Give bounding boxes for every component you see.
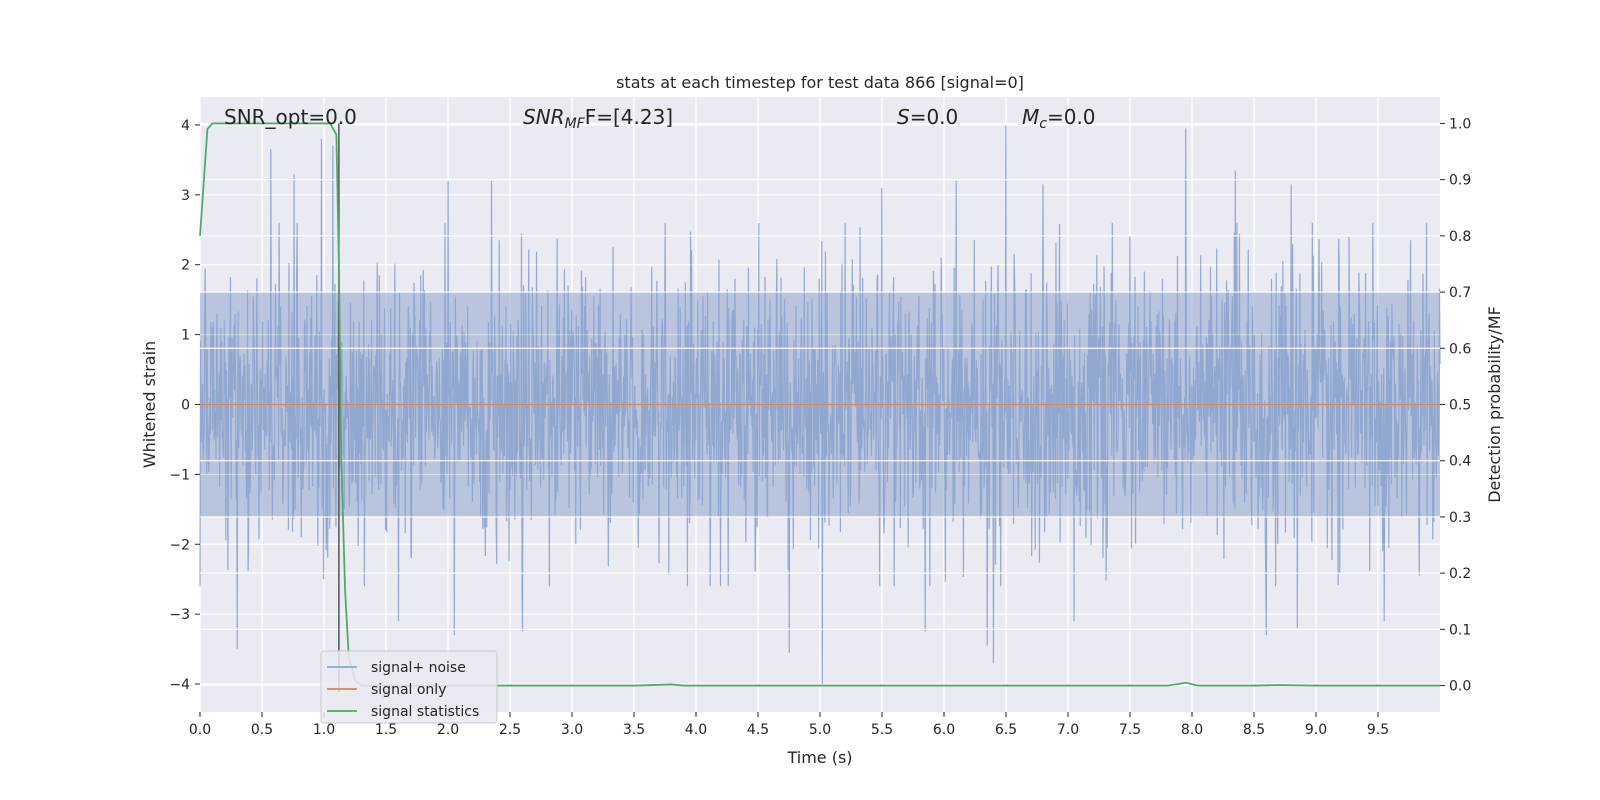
series-line-signal-statistics [199,122,1440,687]
legend: signal+ noise signal only signal statistic… [320,650,498,724]
x-tick-label: 8.0 [1181,722,1203,738]
y-tick-label: −1 [169,467,190,483]
x-tick-label: 9.5 [1367,722,1389,738]
x-tick-label: 6.5 [995,722,1017,738]
x-tick-label: 2.5 [499,722,521,738]
annotation-snr-mf-sub: MF [565,116,586,132]
y2-axis-label: Detection probability/MF [1485,306,1504,503]
annotation-mc-rest: =0.0 [1047,105,1096,129]
annotation-s-main: S [897,105,910,129]
y2-tick-label: 0.7 [1449,285,1471,301]
y2-tick-label: 0.5 [1449,398,1471,414]
x-tick-label: 4.5 [747,722,769,738]
x-tick-label: 5.0 [809,722,831,738]
y-tick-label: 0 [181,398,190,414]
y-tick-label: −3 [169,607,190,623]
legend-label: signal+ noise [371,660,466,676]
x-tick-label: 2.0 [437,722,459,738]
annotation-mc-main: M [1022,105,1039,129]
x-tick-label: 1.5 [375,722,397,738]
x-tick-label: 7.5 [1119,722,1141,738]
x-tick-label: 6.0 [933,722,955,738]
y-tick-label: −2 [169,537,190,553]
annotation-s: S=0.0 [897,105,958,129]
x-tick-label: 3.5 [623,722,645,738]
y2-tick-label: 1.0 [1449,116,1471,132]
y-tick-label: 4 [181,118,190,134]
y2-tick-label: 0.6 [1449,341,1471,357]
x-axis-label: Time (s) [786,748,852,767]
y-tick-label: −4 [169,677,190,693]
y2-tick-label: 0.9 [1449,173,1471,189]
legend-label: signal statistics [371,704,479,720]
axis-ticks: 0.0 0.5 1.0 1.5 2.0 2.5 3.0 3.5 4.0 4.5 5.0 5.5 6.0 6… [169,116,1471,738]
y2-tick-label: 0.2 [1449,566,1471,582]
annotation-snr-opt: SNR_opt=0.0 [224,105,357,129]
x-tick-label: 1.0 [313,722,335,738]
x-tick-label: 4.0 [685,722,707,738]
y-axis-label: Whitened strain [140,341,159,468]
annotations: SNR_opt=0.0 SNRMFF=[4.23] S=0.0 Mc=0.0 [224,105,1096,132]
x-tick-label: 3.0 [561,722,583,738]
annotation-mc: Mc=0.0 [1022,105,1096,132]
legend-box [320,650,498,724]
chart-title: stats at each timestep for test data 866… [616,73,1024,92]
annotation-s-rest: =0.0 [910,105,959,129]
y2-tick-label: 0.8 [1449,229,1471,245]
x-tick-label: 8.5 [1243,722,1265,738]
y-tick-label: 3 [181,188,190,204]
x-tick-label: 5.5 [871,722,893,738]
annotation-snr-mf: SNRMFF=[4.23] [523,105,673,132]
y2-tick-label: 0.4 [1449,454,1471,470]
annotation-snr-mf-rest: F=[4.23] [585,105,673,129]
y-tick-label: 2 [181,258,190,274]
y2-tick-label: 0.1 [1449,622,1471,638]
x-tick-label: 7.0 [1057,722,1079,738]
legend-label: signal only [371,682,446,698]
x-tick-label: 0.0 [189,722,211,738]
annotation-snr-mf-main: SNR [523,105,565,129]
x-tick-label: 0.5 [251,722,273,738]
annotation-mc-sub: c [1039,116,1047,132]
y2-tick-label: 0.3 [1449,510,1471,526]
line-series [199,122,1440,692]
y2-tick-label: 0.0 [1449,679,1471,695]
y-tick-label: 1 [181,328,190,344]
x-tick-label: 9.0 [1305,722,1327,738]
